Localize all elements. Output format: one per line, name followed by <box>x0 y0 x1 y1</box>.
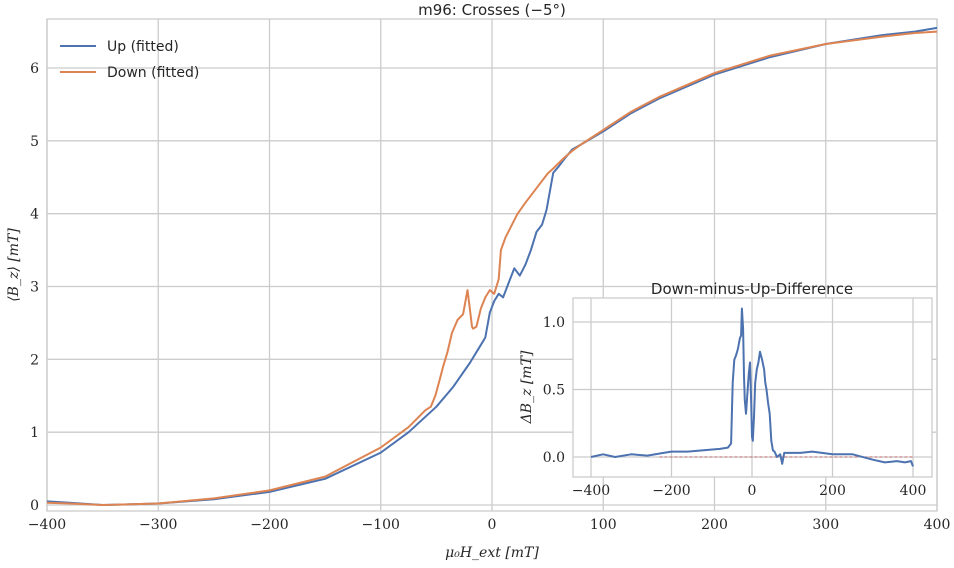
main-plot-frame <box>46 18 938 512</box>
inset-x-tick-label: 400 <box>900 483 927 499</box>
inset-plot-frame <box>572 297 933 478</box>
main-y-tick-label: 1 <box>30 425 39 441</box>
inset-lines <box>590 307 914 467</box>
main-series-line-up <box>46 26 938 506</box>
main-tick-labels: −400 −300 −200 −100 0 100 200 300 400 0 1 2 3 4 5 6 <box>28 61 951 533</box>
inset-x-tick-label: 0 <box>748 483 757 499</box>
main-y-tick-label: 5 <box>30 134 39 150</box>
main-y-axis-label: ⟨B_z⟩ [mT] <box>6 228 22 302</box>
main-x-tick-label: 0 <box>488 517 497 533</box>
main-x-tick-label: −300 <box>139 517 177 533</box>
inset-x-tick-label: 200 <box>819 483 846 499</box>
main-x-tick-label: −200 <box>250 517 288 533</box>
main-lines <box>46 26 938 506</box>
main-y-tick-label: 2 <box>30 352 39 368</box>
main-x-tick-label: −400 <box>28 517 66 533</box>
legend-label-down: Down (fitted) <box>107 65 199 81</box>
main-title: m96: Crosses (−5°) <box>418 1 566 19</box>
inset-x-tick-label: −200 <box>652 483 690 499</box>
main-grid <box>46 19 938 511</box>
inset-tick-labels: −400 −200 0 200 400 0.0 0.5 1.0 <box>543 315 927 499</box>
main-series-line-down <box>46 30 938 506</box>
main-x-tick-label: 100 <box>590 517 617 533</box>
main-y-tick-label: 0 <box>30 498 39 514</box>
inset-y-axis-label: ΔB_z [mT] <box>519 350 535 424</box>
inset-series-line-difference <box>590 307 914 467</box>
main-y-tick-label: 3 <box>30 280 39 296</box>
inset-grid <box>573 298 932 477</box>
main-y-tick-label: 6 <box>30 61 39 77</box>
legend: Up (fitted) Down (fitted) <box>60 39 199 81</box>
main-x-axis-label: μ₀H_ext [mT] <box>445 545 539 561</box>
inset-y-tick-label: 0.5 <box>543 383 565 399</box>
main-x-tick-label: −100 <box>362 517 400 533</box>
main-x-tick-label: 300 <box>812 517 839 533</box>
main-x-tick-label: 400 <box>924 517 951 533</box>
inset-y-tick-label: 1.0 <box>543 315 565 331</box>
inset-title: Down-minus-Up-Difference <box>651 280 853 298</box>
main-x-tick-label: 200 <box>701 517 728 533</box>
inset-y-tick-label: 0.0 <box>543 450 565 466</box>
legend-label-up: Up (fitted) <box>107 39 179 55</box>
inset-x-tick-label: −400 <box>572 483 610 499</box>
main-y-tick-label: 4 <box>30 207 39 223</box>
